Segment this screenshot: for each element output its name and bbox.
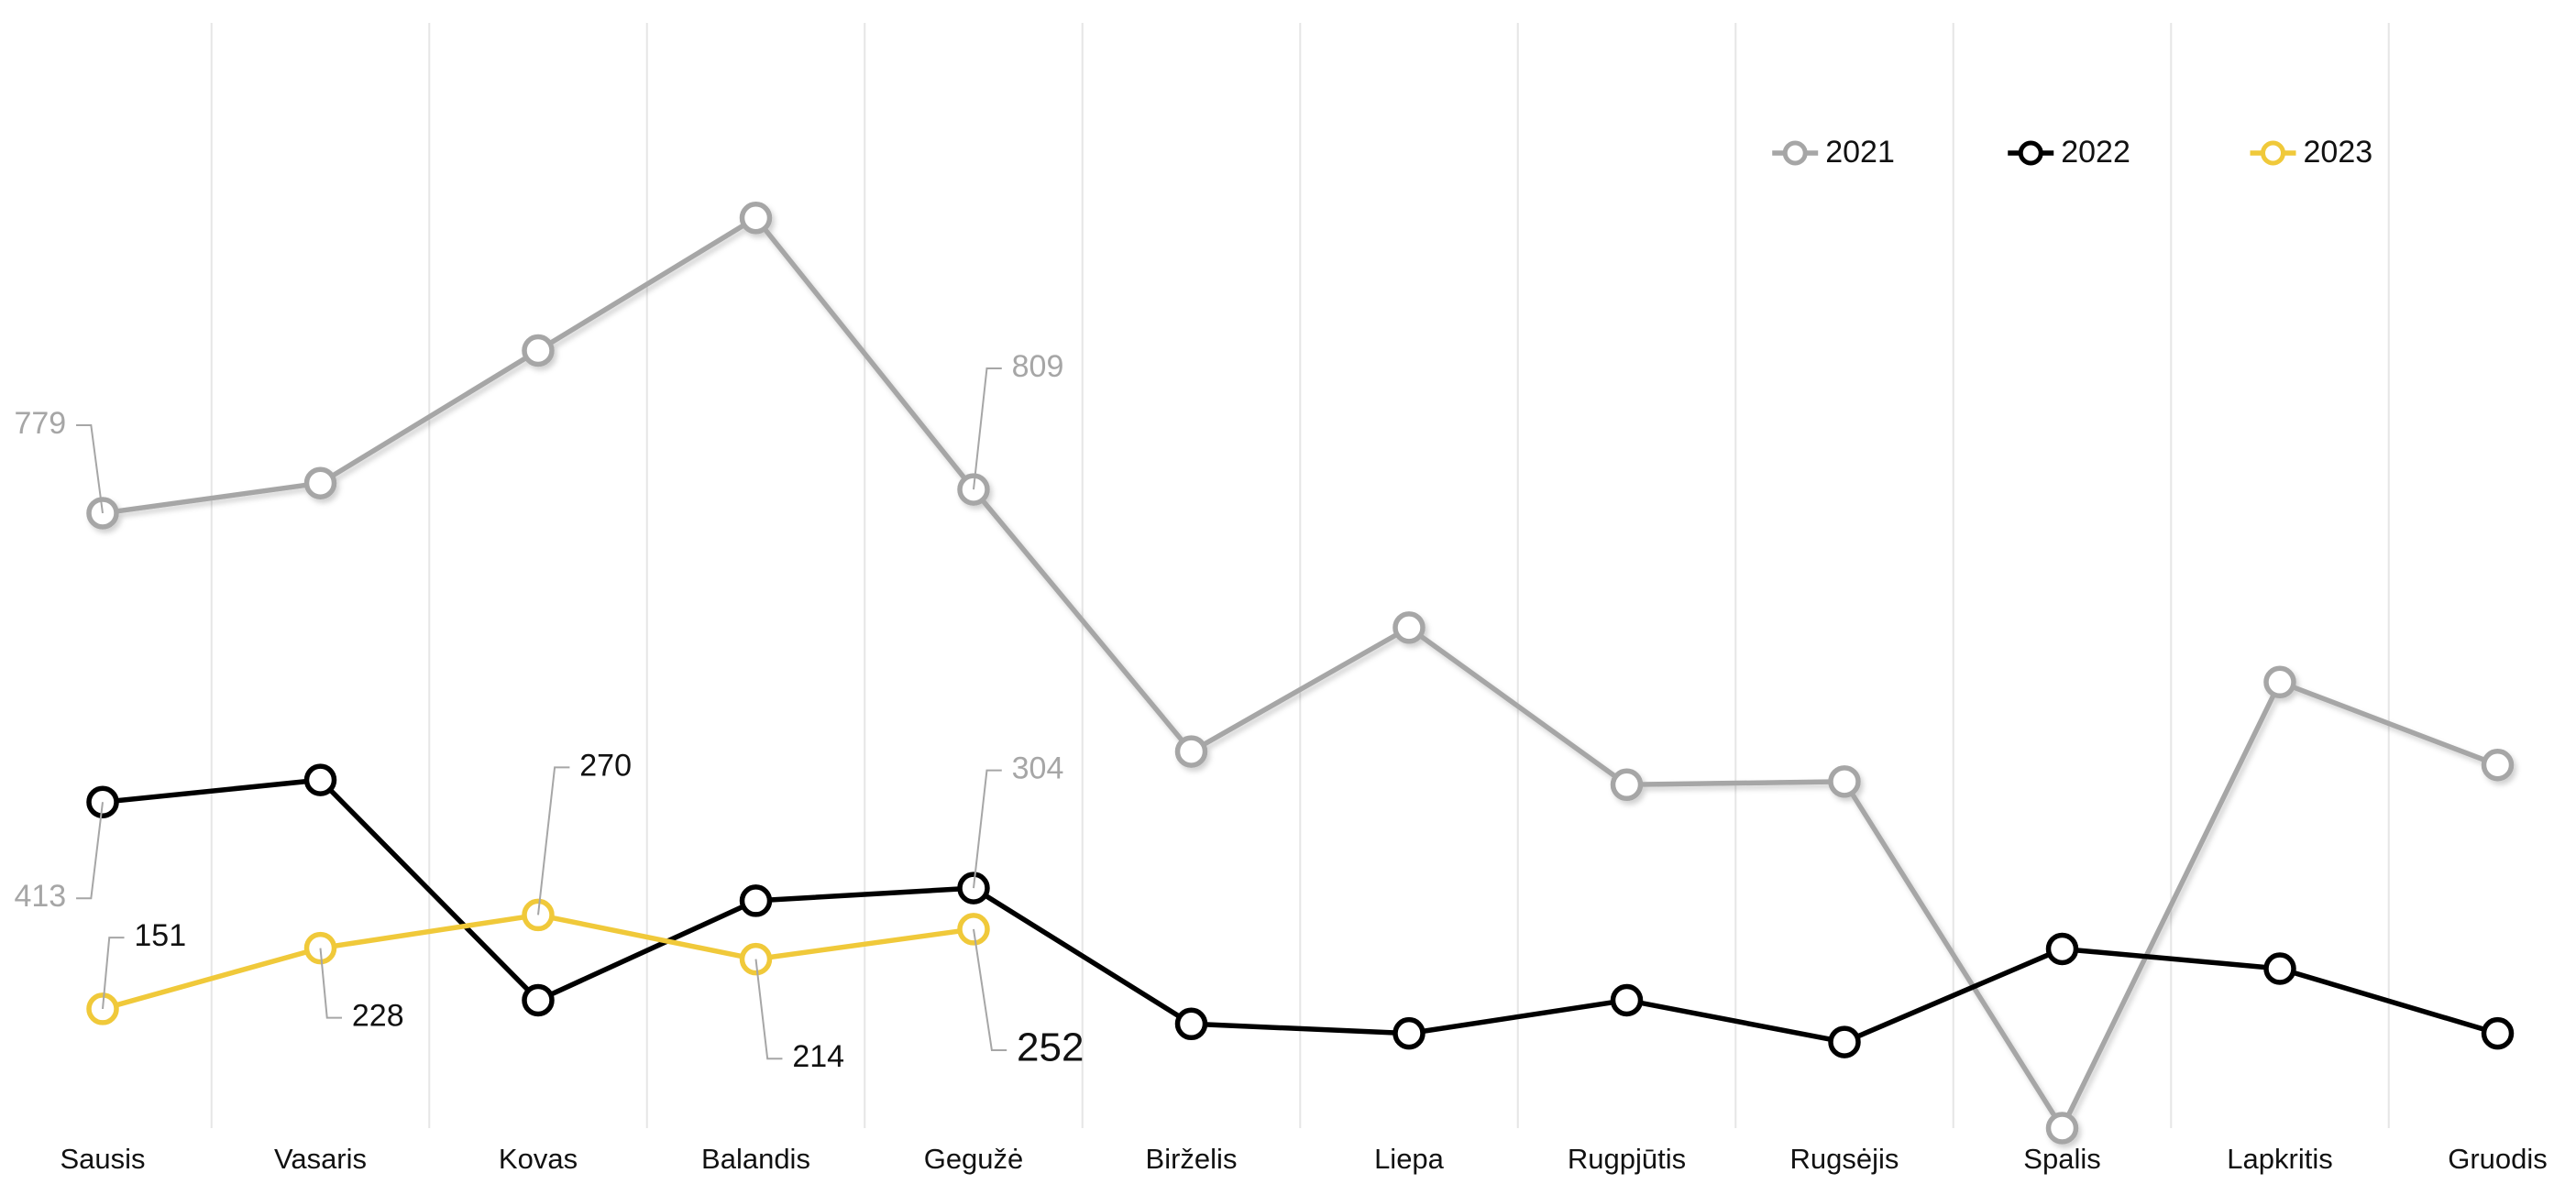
point-marker: [1828, 1025, 1861, 1058]
point-marker: [303, 763, 337, 796]
x-tick-label: Lapkritis: [2227, 1143, 2332, 1175]
point-marker: [522, 983, 555, 1017]
series: [86, 763, 2515, 1058]
x-tick-label: Rugsėjis: [1790, 1143, 1899, 1175]
legend-marker: [2261, 140, 2285, 166]
legend-marker: [2018, 140, 2043, 166]
x-tick-label: Sausis: [60, 1143, 145, 1175]
label-leader: [754, 959, 783, 1060]
x-tick-label: Gruodis: [2448, 1143, 2548, 1175]
point-marker: [1174, 1007, 1208, 1041]
label-leader: [76, 802, 104, 900]
point-marker: [522, 334, 555, 367]
point-marker: [1828, 765, 1861, 798]
point-marker: [2263, 665, 2296, 699]
label-leader: [319, 948, 343, 1019]
legend-label: 2022: [2061, 135, 2130, 170]
x-tick-label: Gegužė: [924, 1143, 1024, 1175]
label-leader: [973, 367, 1002, 490]
point-marker: [2481, 1016, 2515, 1050]
data-label: 252: [1017, 1025, 1084, 1070]
data-label: 270: [579, 748, 632, 783]
point-marker: [1610, 983, 1644, 1017]
point-marker: [2263, 952, 2296, 985]
data-label: 413: [14, 879, 66, 914]
data-label: 214: [792, 1039, 844, 1074]
x-tick-label: Kovas: [499, 1143, 578, 1175]
label-leader: [973, 928, 1007, 1052]
x-tick-label: Rugpjūtis: [1568, 1143, 1686, 1175]
legend-item: 2021: [1772, 135, 1895, 170]
legend-marker: [1782, 140, 1808, 166]
series-line: [102, 215, 2499, 1131]
point-marker: [2045, 1112, 2079, 1145]
legend-item: 2022: [2008, 135, 2130, 170]
x-tick-label: Balandis: [701, 1143, 810, 1175]
legend: 2023 2022 2021: [1772, 135, 2372, 170]
point-marker: [957, 913, 990, 946]
data-label: 809: [1012, 349, 1064, 384]
data-label: 779: [14, 406, 66, 441]
point-marker: [1393, 611, 1426, 644]
point-marker: [1610, 768, 1644, 802]
data-label: 228: [352, 999, 404, 1034]
label-leader: [102, 937, 125, 1010]
point-marker: [739, 202, 773, 235]
series-line: [102, 777, 2499, 1045]
x-tick-label: Birželis: [1146, 1143, 1238, 1175]
x-tick-label: Liepa: [1374, 1143, 1445, 1175]
series: [86, 202, 2515, 1145]
label-leader: [76, 424, 104, 514]
point-marker: [303, 466, 337, 499]
legend-label: 2021: [1825, 135, 1895, 170]
x-tick-label: Spalis: [2023, 1143, 2100, 1175]
point-marker: [1393, 1016, 1426, 1050]
grid: Sausis Vasaris Kovas Balandis Gegužė Birželis…: [60, 23, 2548, 1175]
data-label: 304: [1012, 751, 1064, 786]
x-tick-label: Vasaris: [274, 1143, 367, 1175]
point-marker: [2045, 932, 2079, 966]
data-label: 151: [134, 918, 186, 953]
labels: 779 809 413 304 151 228 270 214 252: [14, 349, 1084, 1074]
label-leader: [537, 766, 570, 915]
label-leader: [973, 769, 1002, 889]
legend-label: 2023: [2304, 135, 2373, 170]
point-marker: [739, 884, 773, 917]
point-marker: [2481, 748, 2515, 782]
legend-item: 2023: [2250, 135, 2373, 170]
point-marker: [1174, 735, 1208, 768]
lines: [86, 202, 2515, 1145]
